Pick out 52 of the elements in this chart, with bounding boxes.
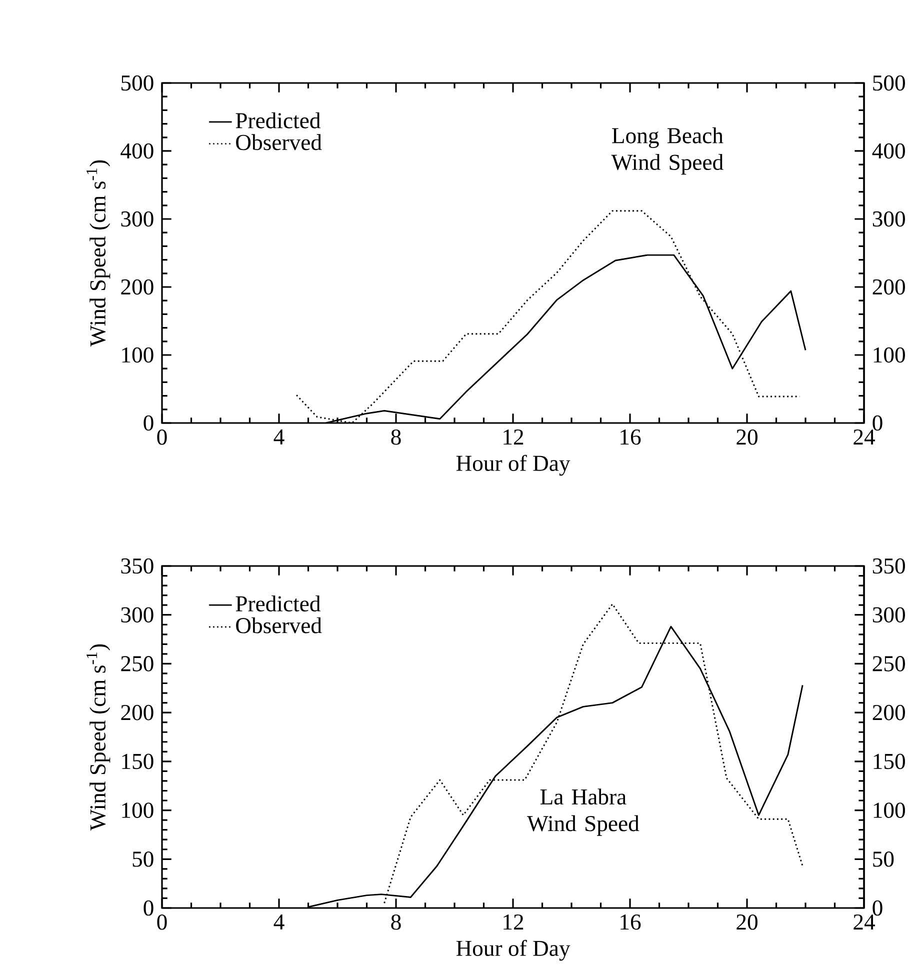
annotation: Long Beach Wind Speed: [611, 127, 724, 175]
x-tick-label: 20: [736, 914, 758, 930]
y2-tick-label: 300: [872, 607, 905, 623]
y2-tick-label: 200: [872, 704, 905, 720]
y2-tick-label: 250: [872, 656, 905, 672]
y2-tick-label: 400: [872, 143, 905, 159]
y-tick-label: 100: [122, 347, 154, 363]
y2-tick-label: 350: [872, 558, 905, 574]
legend-label: Predicted: [236, 596, 320, 612]
y-axis-title: Wind Speed (cm s$^{-1}$): [86, 160, 110, 347]
x-tick-label: 16: [620, 914, 641, 930]
legend-label: Observed: [236, 134, 322, 150]
x-tick-label: 20: [736, 429, 758, 445]
x-tick-label: 16: [620, 429, 641, 445]
y2-tick-label: 150: [874, 754, 905, 770]
x-tick-label: 0: [157, 914, 167, 930]
y2-tick-label: 100: [874, 347, 905, 363]
y-tick-label: 250: [121, 656, 154, 672]
y-axis-title: Wind Speed (cm s$^{-1}$): [86, 644, 110, 831]
y2-tick-label: 100: [874, 802, 905, 818]
y2-tick-label: 0: [872, 415, 882, 431]
y-tick-label: 350: [121, 558, 154, 574]
y-tick-label: 300: [121, 607, 154, 623]
y2-tick-label: 500: [873, 75, 905, 91]
y2-tick-label: 0: [872, 900, 882, 916]
y-tick-label: 0: [144, 900, 154, 916]
y2-tick-label: 300: [872, 211, 905, 227]
x-axis-title: Hour of Day: [456, 454, 570, 476]
x-axis-title: Hour of Day: [456, 940, 570, 961]
y-tick-label: 0: [144, 415, 154, 431]
annotation: La Habra Wind Speed: [527, 788, 640, 836]
y2-tick-label: 50: [873, 851, 894, 867]
y-tick-label: 200: [121, 704, 154, 720]
x-tick-label: 12: [504, 914, 524, 930]
y-tick-label: 500: [122, 75, 154, 91]
y-tick-label: 50: [132, 851, 154, 867]
x-tick-label: 8: [391, 914, 401, 930]
y2-tick-label: 200: [872, 279, 905, 295]
y-tick-label: 300: [121, 211, 154, 227]
x-tick-label: 24: [854, 429, 875, 444]
x-tick-label: 0: [157, 429, 167, 445]
y-tick-label: 100: [122, 802, 154, 818]
y-tick-label: 200: [121, 279, 154, 295]
x-tick-label: 12: [504, 429, 524, 444]
x-tick-label: 4: [274, 429, 284, 444]
y-tick-label: 400: [120, 143, 154, 159]
x-tick-label: 4: [274, 914, 284, 930]
x-tick-label: 8: [391, 429, 401, 445]
x-tick-label: 24: [854, 914, 875, 930]
legend-label: Observed: [236, 617, 322, 634]
legend-label: Predicted: [236, 112, 320, 128]
y-tick-label: 150: [122, 754, 154, 770]
